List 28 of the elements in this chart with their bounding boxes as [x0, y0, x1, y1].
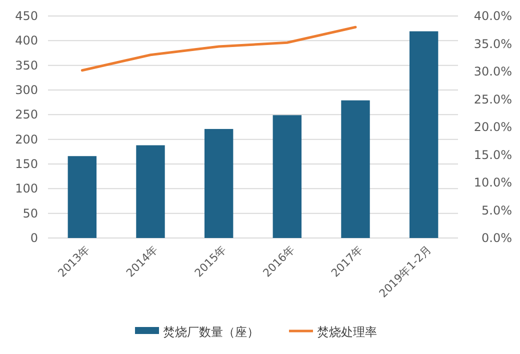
y2-tick-label: 35.0%: [474, 36, 512, 51]
bar: [204, 128, 234, 238]
y-tick-label: 450: [15, 9, 38, 23]
bar: [68, 156, 97, 238]
bar: [341, 100, 370, 238]
bar: [136, 145, 165, 238]
y-tick-label: 200: [15, 132, 38, 146]
y-tick-label: 250: [15, 108, 38, 122]
y2-tick-label: 40.0%: [474, 9, 512, 23]
y-tick-label: 400: [15, 34, 38, 48]
y2-tick-label: 15.0%: [474, 148, 512, 162]
y-tick-label: 50: [22, 206, 38, 220]
y-tick-label: 0: [30, 231, 38, 245]
bar: [409, 31, 438, 238]
y2-tick-label: 10.0%: [474, 176, 512, 190]
line-series: [80, 26, 357, 72]
y2-tick-label: 25.0%: [474, 92, 512, 106]
bar: [272, 115, 302, 238]
y2-tick-label: 0.0%: [482, 231, 512, 245]
legend-label: 焚烧处理率: [317, 325, 377, 339]
y2-tick-label: 20.0%: [474, 120, 512, 134]
y2-tick-label: 5.0%: [482, 203, 512, 218]
y-tick-label: 350: [15, 58, 38, 72]
legend-label: 焚烧厂数量（座）: [163, 325, 259, 339]
y2-tick-label: 30.0%: [474, 64, 512, 78]
y-tick-label: 150: [15, 157, 38, 171]
y-tick-label: 300: [15, 83, 38, 97]
y-tick-label: 100: [15, 182, 38, 196]
